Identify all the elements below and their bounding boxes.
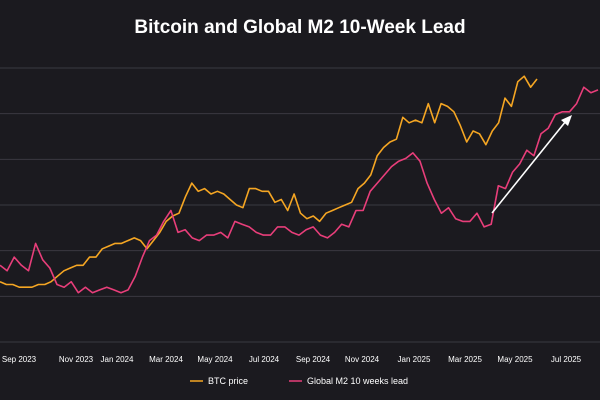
legend-label-btc: BTC price <box>208 376 248 386</box>
trend-arrow-shaft <box>491 120 567 214</box>
x-tick-label: Jul 2025 <box>551 355 582 364</box>
x-tick-label: Mar 2024 <box>149 355 183 364</box>
x-tick-label: Mar 2025 <box>448 355 482 364</box>
x-tick-label: May 2025 <box>497 355 533 364</box>
x-tick-label: Nov 2024 <box>345 355 380 364</box>
btc-price-line <box>0 75 538 289</box>
x-tick-label: Sep 2023 <box>2 355 37 364</box>
series-lines <box>0 75 599 294</box>
trend-arrow <box>491 115 572 214</box>
x-axis-ticks: Sep 2023 Nov 2023 Jan 2024 Mar 2024 May 2024… <box>2 355 582 364</box>
x-tick-label: Jan 2024 <box>101 355 134 364</box>
grid <box>0 67 600 343</box>
x-tick-label: Jan 2025 <box>398 355 431 364</box>
x-tick-label: Nov 2023 <box>59 355 94 364</box>
global-m2-line <box>0 86 599 294</box>
x-tick-label: Jul 2024 <box>249 355 280 364</box>
legend: BTC price Global M2 10 weeks lead <box>190 376 408 386</box>
x-tick-label: May 2024 <box>197 355 233 364</box>
x-tick-label: Sep 2024 <box>296 355 331 364</box>
chart-title: Bitcoin and Global M2 10-Week Lead <box>134 17 465 38</box>
trend-arrow-head <box>561 115 572 126</box>
legend-label-m2: Global M2 10 weeks lead <box>307 376 408 386</box>
